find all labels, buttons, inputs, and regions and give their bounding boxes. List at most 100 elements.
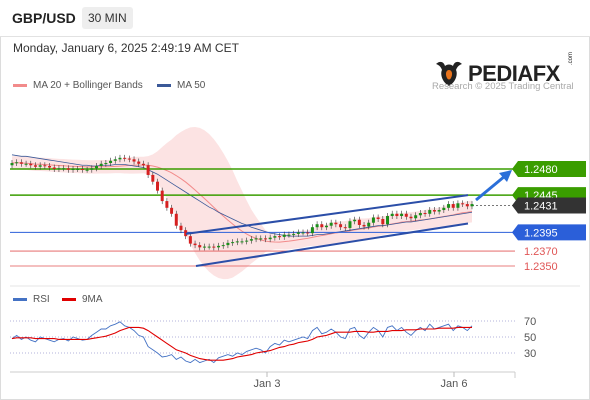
candle-body [165,201,169,208]
legend-ma-bollinger: MA 20 + Bollinger Bands [13,80,143,91]
rsi-tick-2: 30 [524,348,536,360]
candle-body [324,225,328,228]
candle-body [207,246,211,248]
candle-body [10,163,14,166]
candle-body [66,168,70,170]
x-tick-label-0: Jan 3 [254,378,281,390]
candle-body [240,241,244,243]
candle-body [268,237,272,240]
candle-body [202,246,206,248]
candle-body [362,224,366,227]
candle-body [254,238,258,240]
candle-body [278,236,282,238]
candle-body [76,169,80,170]
candle-body [423,213,427,215]
candle-body [329,222,333,226]
candle-body [94,166,98,169]
candle-body [296,232,300,234]
candle-body [231,242,235,244]
candle-body [226,242,230,246]
candle-body [57,168,61,170]
legend-ma50: MA 50 [157,80,205,91]
level-box-0 [512,161,586,177]
candle-body [437,210,441,212]
candle-body [381,218,385,225]
candle-body [357,219,361,225]
brand-logo: PEDIAFX .com [432,52,582,90]
copyright-text: Research © 2025 Trading Central [432,81,574,92]
candle-body [85,169,89,171]
candle-body [156,181,160,191]
candle-body [371,217,375,223]
candle-body [245,240,249,242]
candle-body [212,246,216,248]
candle-body [339,224,343,228]
candle-body [80,169,84,170]
candle-body [141,163,145,166]
candle-body [465,204,469,207]
candle-body [127,158,131,160]
rsi-line [11,321,473,364]
candle-body [184,230,188,237]
candle-body [301,232,305,234]
candle-body [390,213,394,217]
bull-icon [436,61,462,86]
timeframe-badge[interactable]: 30 MIN [82,7,133,29]
candle-body [15,162,19,164]
candle-body [118,157,122,160]
candle-body [273,236,277,238]
level-label-5: 1.2350 [524,261,558,273]
legend-swatch-rsi-ma [62,297,76,301]
legend-swatch-ma50 [157,83,171,87]
candle-body [376,217,380,219]
candle-body [249,239,253,241]
candle-body [414,215,418,219]
candle-body [33,165,37,167]
candle-body [217,245,221,248]
candle-body [428,210,432,214]
candle-body [137,161,141,164]
projection-arrow-shaft [475,174,506,202]
level-label-3: 1.2395 [524,227,558,239]
candle-body [29,163,33,166]
candle-body [310,227,314,234]
candle-body [43,165,47,167]
legend-rsi: RSI [13,294,50,305]
candle-body [442,207,446,211]
candle-body [404,213,408,217]
candle-body [343,227,347,229]
rsi-tick-0: 70 [524,316,536,328]
candle-body [62,168,66,170]
candle-body [409,216,413,219]
level-box-2 [512,197,586,214]
level-box-3 [512,224,586,241]
rsi-ma-line [11,326,472,361]
candle-body [19,162,23,164]
level-label-0: 1.2480 [524,164,558,176]
legend-swatch-ma-bb [13,83,27,87]
top-bar: GBP/USD 30 MIN [0,0,590,37]
legend-rsi-ma: 9MA [62,294,103,305]
candle-body [188,236,192,244]
channel-lower-line [195,222,469,267]
candle-body [287,234,291,236]
legend-label-rsi: RSI [33,294,50,305]
candle-body [198,245,202,248]
candle-body [306,232,310,234]
candle-body [263,238,267,240]
candle-body [99,163,103,167]
candle-body [71,169,75,170]
candle-body [315,224,319,228]
candle-body [334,222,338,225]
candle-body [400,213,404,217]
level-label-4: 1.2370 [524,246,558,258]
legend-swatch-rsi [13,297,27,301]
candle-body [395,213,399,217]
x-tick-label-1: Jan 6 [441,378,468,390]
candle-body [282,234,286,237]
candle-body [418,213,422,216]
rsi-tick-1: 50 [524,332,536,344]
timestamp: Monday, January 6, 2025 2:49:19 AM CET [13,41,239,55]
candle-body [179,225,183,231]
